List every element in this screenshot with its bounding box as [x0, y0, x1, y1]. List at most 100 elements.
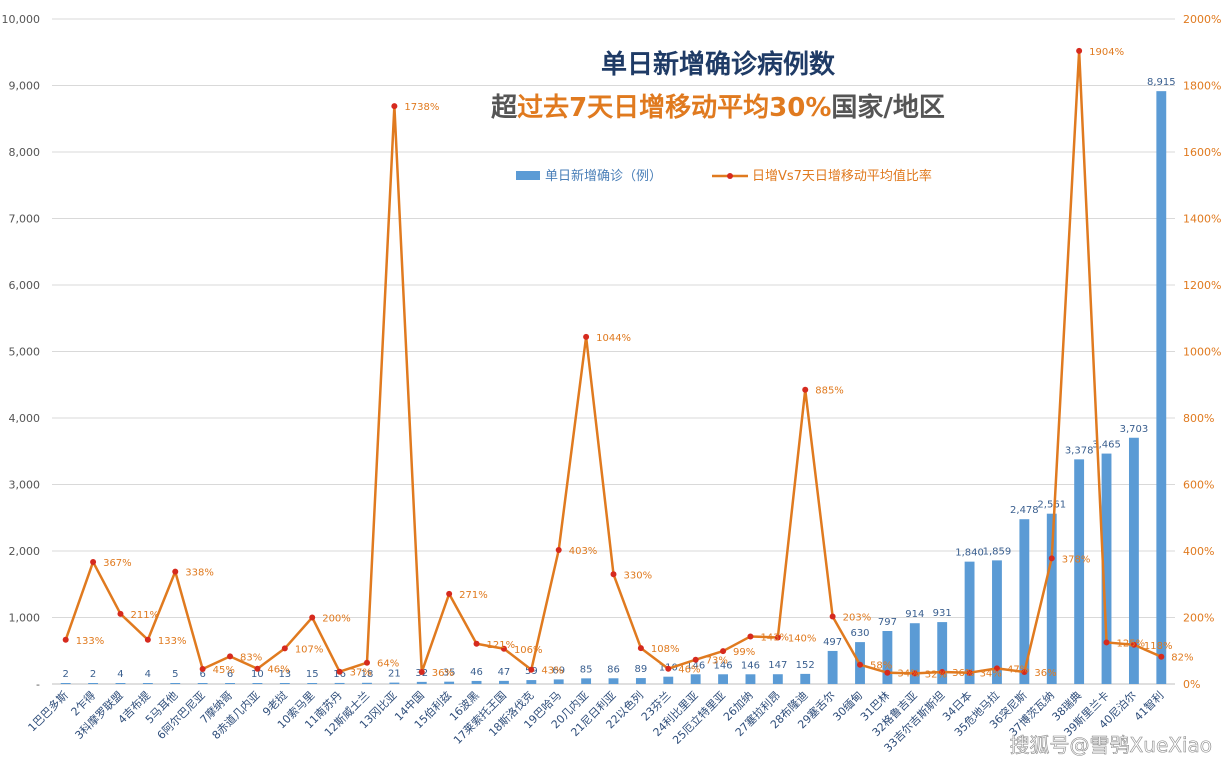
ratio-value-label: 58% — [870, 661, 892, 672]
bar — [279, 683, 290, 684]
ratio-value-label: 43% — [541, 666, 563, 677]
ratio-value-label: 403% — [569, 546, 598, 557]
ratio-point — [720, 648, 727, 655]
bar-value-label: 2 — [90, 669, 96, 680]
bar-value-label: 152 — [796, 660, 815, 671]
ratio-value-label: 108% — [651, 644, 680, 655]
title-segment: 国家/地区 — [831, 92, 945, 123]
bar-value-label: 1,859 — [983, 546, 1012, 557]
left-tick-label: 3,000 — [9, 479, 41, 492]
ratio-point — [62, 636, 69, 643]
ratio-value-label: 1044% — [596, 333, 631, 344]
legend-bar-swatch — [516, 171, 540, 180]
right-tick-label: 1000% — [1183, 346, 1221, 359]
ratio-point — [1130, 641, 1137, 648]
ratio-point — [1103, 639, 1110, 646]
ratio-value-label: 34% — [980, 669, 1002, 680]
ratio-point — [665, 665, 672, 672]
ratio-point — [90, 558, 97, 565]
bar-value-label: 2,478 — [1010, 505, 1039, 516]
bar — [882, 630, 893, 684]
bar-value-label: 46 — [470, 667, 483, 678]
bar-value-label: 6 — [199, 669, 205, 680]
ratio-point — [966, 669, 973, 676]
ratio-value-label: 133% — [76, 636, 105, 647]
right-tick-label: 1400% — [1183, 213, 1221, 226]
ratio-value-label: 46% — [267, 665, 289, 676]
bar — [718, 674, 728, 684]
bar — [526, 680, 537, 684]
bar — [60, 683, 71, 684]
ratio-value-label: 330% — [624, 570, 653, 581]
bar — [827, 650, 838, 684]
ratio-line-series — [62, 47, 1165, 677]
bar-value-label: 1,840 — [955, 548, 984, 559]
ratio-value-label: 143% — [760, 632, 789, 643]
bar — [197, 683, 208, 684]
ratio-value-label: 271% — [459, 590, 488, 601]
ratio-point — [583, 333, 590, 340]
bar — [992, 560, 1002, 684]
ratio-point — [1021, 669, 1028, 676]
bar-value-label: 35 — [443, 668, 456, 679]
category-label: 41智利 — [1131, 688, 1166, 723]
left-tick-label: 9,000 — [9, 80, 41, 93]
ratio-point — [637, 645, 644, 652]
ratio-point — [309, 614, 316, 621]
category-label: 1巴巴多斯 — [25, 688, 71, 734]
bar — [142, 683, 153, 684]
bar — [499, 680, 509, 684]
ratio-value-label: 121% — [487, 640, 516, 651]
title-segment: 超 — [491, 93, 518, 123]
left-tick-label: 1,000 — [9, 612, 41, 625]
ratio-point — [1048, 555, 1055, 562]
ratio-point — [857, 661, 864, 668]
ratio-value-label: 140% — [788, 633, 817, 644]
left-tick-label: 7,000 — [9, 213, 41, 226]
right-tick-label: 1600% — [1183, 146, 1221, 159]
category-label: 30缅甸 — [830, 688, 865, 723]
left-axis: - 1,000 2,000 3,000 4,000 5,000 6,000 7,000 8,00… — [2, 13, 41, 691]
bar-value-label: 2,561 — [1037, 500, 1066, 511]
left-tick-label: 5,000 — [9, 346, 41, 359]
bar — [115, 683, 126, 684]
left-tick-label: 8,000 — [9, 146, 41, 159]
category-labels: 1巴巴多斯2乍得3科摩罗联盟4吉布提5马耳他6阿尔巴尼亚7摩纳哥8赤道几内亚9老… — [25, 688, 1167, 754]
left-tick-label: 4,000 — [9, 412, 41, 425]
ratio-value-label: 36% — [432, 668, 454, 679]
bar-value-label: 3,465 — [1092, 440, 1121, 451]
ratio-value-label: 107% — [295, 644, 324, 655]
ratio-point — [254, 665, 261, 672]
ratio-value-label: 125% — [1117, 638, 1146, 649]
ratio-point — [1076, 47, 1083, 54]
ratio-value-label: 211% — [130, 610, 159, 621]
bar — [334, 682, 345, 684]
ratio-point — [528, 666, 535, 673]
ratio-value-label: 885% — [815, 386, 844, 397]
right-axis: 0% 200% 400% 600% 800% 1000% 1200% 1400% 1600% 18… — [1183, 13, 1221, 691]
bar — [635, 678, 646, 684]
bar — [772, 674, 783, 684]
bar-value-label: 6 — [227, 669, 233, 680]
bar — [745, 674, 756, 684]
ratio-value-label: 200% — [322, 614, 351, 625]
bar — [362, 682, 372, 684]
ratio-value-label: 45% — [213, 665, 235, 676]
bar-value-label: 85 — [580, 664, 593, 675]
bar-value-label: 13 — [278, 669, 291, 680]
bar — [1156, 91, 1167, 685]
bar — [170, 683, 181, 684]
bar-value-label: 147 — [768, 660, 787, 671]
ratio-value-label: 36% — [1034, 668, 1056, 679]
bar-value-label: 15 — [306, 669, 319, 680]
left-tick-label: 2,000 — [9, 545, 41, 558]
ratio-point — [473, 640, 480, 647]
ratio-value-label: 1904% — [1089, 47, 1124, 58]
ratio-point — [884, 669, 891, 676]
ratio-value-label: 36% — [952, 668, 974, 679]
ratio-point — [610, 571, 617, 578]
bar-value-label: 797 — [878, 617, 897, 628]
ratio-point — [1158, 653, 1165, 660]
gridlines — [52, 18, 1175, 685]
